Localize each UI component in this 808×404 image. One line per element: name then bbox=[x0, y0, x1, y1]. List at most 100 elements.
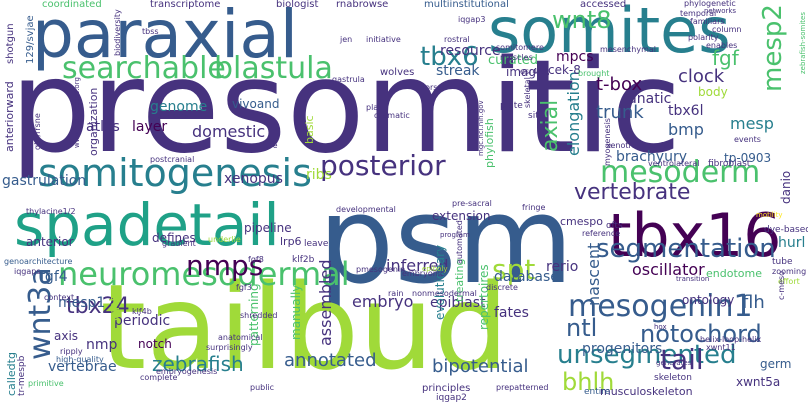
word: anteriorward bbox=[3, 81, 16, 152]
word: automated bbox=[455, 220, 464, 264]
word: fgf bbox=[712, 46, 739, 70]
word: rain bbox=[388, 289, 404, 298]
word: xwnt5a bbox=[736, 375, 781, 389]
word: high-quality bbox=[56, 355, 104, 364]
word: tr-mespb bbox=[17, 355, 27, 396]
word: rnabrowse bbox=[336, 0, 389, 10]
word: genoarchitecture bbox=[4, 257, 73, 266]
word: mesenchymal bbox=[600, 45, 656, 54]
word: 129/svjae bbox=[25, 15, 36, 64]
word: atlas bbox=[86, 119, 120, 135]
word: mesogenin1 bbox=[568, 289, 753, 324]
word: accessed bbox=[580, 0, 627, 10]
word: bhlh bbox=[562, 368, 615, 396]
word: networks bbox=[704, 7, 737, 15]
word: leave bbox=[304, 239, 329, 249]
word: epiboly bbox=[422, 265, 448, 273]
word: dorsal bbox=[420, 83, 445, 92]
word: fgf4 bbox=[40, 269, 68, 285]
word: oscillator bbox=[632, 260, 705, 279]
word: somitomere bbox=[496, 43, 544, 52]
word: program bbox=[440, 231, 470, 239]
word: fibroblast bbox=[708, 159, 751, 169]
word: iqgaps bbox=[14, 267, 41, 276]
word: embryo bbox=[352, 292, 414, 311]
word: enables bbox=[706, 41, 738, 50]
word: bmp bbox=[668, 120, 704, 139]
word: ribs bbox=[306, 167, 332, 183]
word: pre-sacral bbox=[452, 199, 492, 208]
word: somites bbox=[488, 0, 731, 67]
word: phylogenetic bbox=[684, 0, 736, 8]
word: annotated bbox=[284, 350, 377, 371]
word: lrp6 bbox=[280, 235, 302, 248]
word: gastrulation bbox=[2, 173, 87, 189]
word: wnt bbox=[107, 296, 123, 322]
word: musculoskeleton bbox=[600, 385, 693, 398]
word: transition bbox=[676, 275, 710, 283]
word: posterior bbox=[320, 149, 446, 182]
word: calledtg bbox=[5, 352, 18, 396]
word: mesp bbox=[730, 114, 774, 133]
word: neuromesodermal bbox=[58, 255, 350, 293]
word: tcre bbox=[262, 141, 278, 150]
word: spt bbox=[492, 253, 536, 286]
word: vertebrae bbox=[48, 359, 117, 375]
word: initiative bbox=[366, 35, 401, 44]
word: trunk bbox=[596, 102, 644, 123]
word: motility bbox=[756, 211, 783, 219]
word: resource bbox=[440, 43, 501, 59]
word: anterior bbox=[26, 235, 74, 249]
word: complete bbox=[140, 373, 178, 382]
word: column bbox=[712, 25, 742, 34]
word: curated bbox=[488, 53, 539, 68]
word: axial bbox=[538, 99, 563, 152]
word: brachyury bbox=[616, 149, 687, 165]
word: axis bbox=[54, 329, 79, 343]
word: elongation bbox=[564, 71, 583, 156]
word: database bbox=[494, 269, 559, 285]
word: mesoderm bbox=[600, 155, 761, 190]
word: tbx16 bbox=[608, 201, 782, 271]
word: gbr/rrsne bbox=[33, 113, 42, 150]
word: zooming bbox=[772, 267, 807, 276]
word: brought bbox=[578, 69, 610, 78]
word: germ bbox=[760, 357, 792, 371]
word: tbx6 bbox=[420, 42, 479, 72]
word: defines bbox=[152, 231, 196, 245]
word: fates bbox=[494, 305, 529, 321]
word: fgf8 bbox=[248, 255, 264, 264]
word: ventrolateral bbox=[648, 159, 700, 168]
word: thylacine1/2 bbox=[26, 207, 76, 216]
word: tbx24 bbox=[66, 294, 130, 319]
word: basic bbox=[303, 115, 316, 144]
word: images bbox=[506, 65, 550, 79]
word: dramatic bbox=[374, 111, 410, 120]
word: mpcs bbox=[556, 49, 594, 65]
word: danio bbox=[779, 170, 793, 204]
word: unsegmented bbox=[557, 340, 737, 370]
word: c-meso bbox=[777, 270, 786, 300]
word: vertebrate bbox=[574, 180, 691, 205]
word: cek-8 bbox=[548, 63, 581, 77]
word: polarity bbox=[688, 33, 719, 42]
word: pmesogenin bbox=[356, 265, 406, 274]
word: nmp bbox=[86, 337, 118, 353]
word: hox bbox=[654, 323, 667, 331]
word: gastrula bbox=[332, 75, 365, 84]
word: familiars bbox=[690, 17, 725, 26]
word: t-box bbox=[596, 74, 643, 95]
word: entire bbox=[584, 387, 611, 397]
word: extension bbox=[432, 209, 491, 223]
word: flh bbox=[742, 292, 765, 313]
word: nonmesodermal bbox=[412, 289, 477, 298]
word: nmps bbox=[186, 249, 264, 282]
word: tp-0903 bbox=[724, 151, 772, 165]
word: iqgap2 bbox=[436, 393, 467, 403]
word: plan bbox=[366, 103, 384, 112]
word: notochord bbox=[640, 320, 762, 348]
word: muscles bbox=[500, 53, 533, 62]
word: surprisingly bbox=[206, 343, 253, 352]
word: transcriptome bbox=[150, 0, 221, 10]
